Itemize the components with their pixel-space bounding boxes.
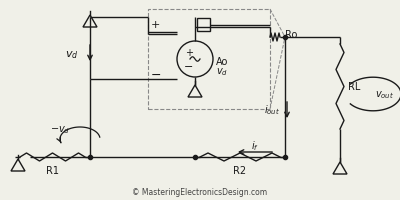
- Text: $v_d$: $v_d$: [216, 66, 228, 78]
- Bar: [148, 10, 270, 109]
- Text: −: −: [184, 62, 194, 72]
- Text: RL: RL: [348, 82, 360, 92]
- Text: Ro: Ro: [285, 30, 297, 40]
- Text: +: +: [185, 48, 193, 58]
- Text: © MasteringElectronicsDesign.com: © MasteringElectronicsDesign.com: [132, 188, 268, 197]
- Text: $v_{out}$: $v_{out}$: [375, 89, 394, 100]
- Text: R2: R2: [234, 165, 246, 175]
- Text: Ao: Ao: [216, 57, 228, 67]
- Text: R1: R1: [46, 165, 59, 175]
- Text: −: −: [151, 68, 162, 81]
- Text: $i_{out}$: $i_{out}$: [264, 103, 280, 116]
- Text: $v_d$: $v_d$: [65, 49, 79, 61]
- Bar: [197, 19, 210, 32]
- Text: $-v_d$: $-v_d$: [50, 123, 70, 135]
- Text: +: +: [151, 20, 160, 30]
- Text: $i_f$: $i_f$: [251, 138, 259, 152]
